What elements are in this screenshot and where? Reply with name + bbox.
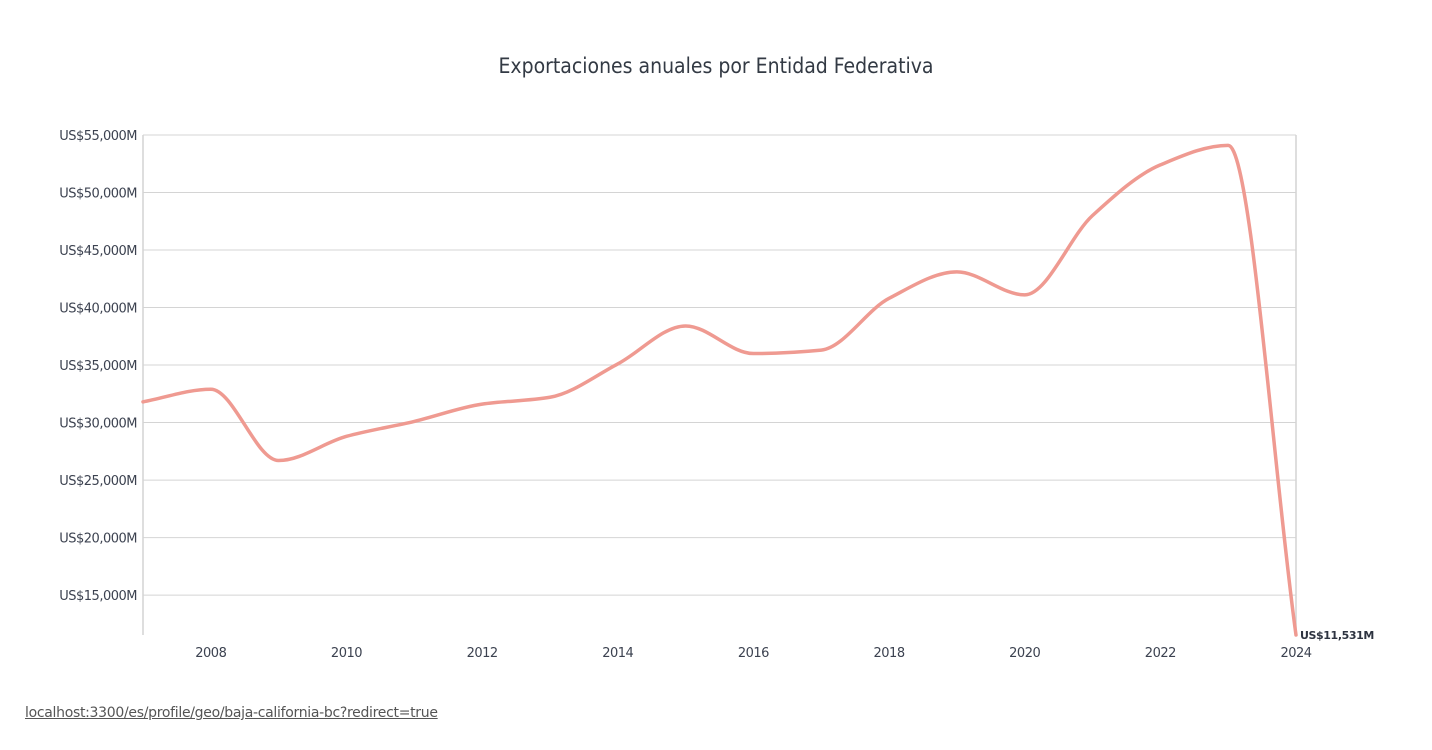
y-tick-label: US$35,000M	[59, 359, 137, 374]
y-tick-label: US$45,000M	[59, 244, 137, 259]
y-tick-label: US$25,000M	[59, 474, 137, 489]
x-tick-label: 2010	[331, 646, 362, 661]
y-axis: US$15,000M US$20,000M US$25,000M US$30,000M…	[59, 129, 137, 604]
x-tick-label: 2012	[467, 646, 498, 661]
series-line	[141, 143, 1298, 637]
last-value-label: US$11,531M	[1300, 629, 1374, 642]
footer-link[interactable]: localhost:3300/es/profile/geo/baja-calif…	[25, 705, 438, 721]
x-axis: 2008 2010 2012 2014 2016 2018 2020 2022 2024	[195, 646, 1312, 661]
series	[141, 143, 1298, 637]
y-tick-label: US$15,000M	[59, 589, 137, 604]
x-tick-label: 2008	[195, 646, 226, 661]
y-tick-label: US$20,000M	[59, 532, 137, 547]
line-chart: Exportaciones anuales por Entidad Federa…	[59, 54, 1374, 661]
y-tick-label: US$40,000M	[59, 302, 137, 317]
x-tick-label: 2016	[738, 646, 769, 661]
y-tick-label: US$30,000M	[59, 417, 137, 432]
y-tick-label: US$50,000M	[59, 187, 137, 202]
grid	[142, 134, 1297, 635]
x-tick-label: 2018	[874, 646, 905, 661]
x-tick-label: 2014	[602, 646, 633, 661]
y-tick-label: US$55,000M	[59, 129, 137, 144]
x-tick-label: 2024	[1280, 646, 1311, 661]
x-tick-label: 2020	[1009, 646, 1040, 661]
chart-title: Exportaciones anuales por Entidad Federa…	[498, 54, 933, 78]
x-tick-label: 2022	[1145, 646, 1176, 661]
